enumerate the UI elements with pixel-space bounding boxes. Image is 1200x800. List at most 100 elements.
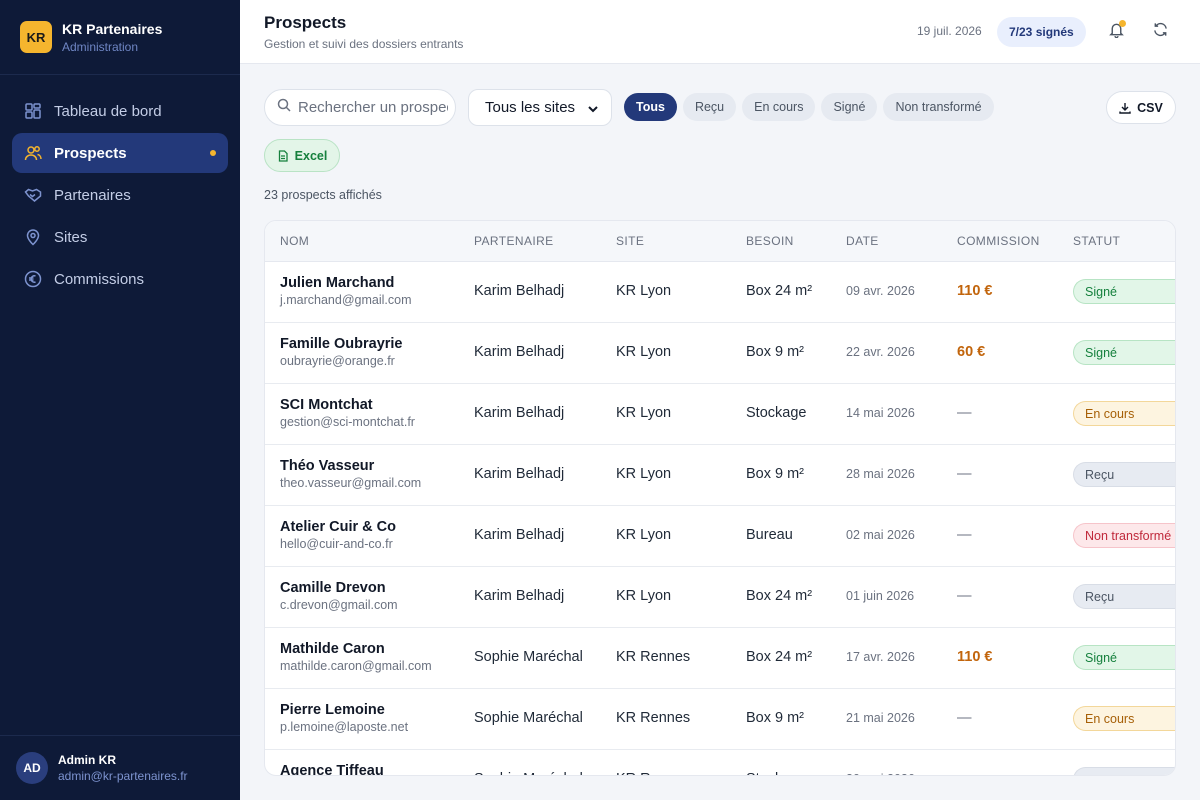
date-cell: 28 mai 2026 <box>846 467 915 481</box>
status-badge: Reçu <box>1073 462 1175 487</box>
table-row[interactable]: Agence Tiffeau Sophie Maréchal KR Rennes St… <box>265 750 1175 775</box>
commission-cell: — <box>957 466 972 482</box>
prospect-email: oubrayrie@orange.fr <box>280 354 395 368</box>
prospect-name: Julien Marchand <box>280 275 395 291</box>
table-row[interactable]: Théo Vasseur theo.vasseur@gmail.com Karim … <box>265 445 1175 506</box>
dashboard-icon <box>24 102 42 120</box>
search-input[interactable] <box>298 99 448 116</box>
refresh-icon <box>1152 21 1169 43</box>
partner-cell: Karim Belhadj <box>474 283 565 299</box>
handshake-icon <box>24 186 42 204</box>
partner-cell: Sophie Maréchal <box>474 649 583 665</box>
users-icon <box>24 144 42 162</box>
partner-cell: Sophie Maréchal <box>474 710 583 726</box>
user-name: Admin KR <box>58 753 116 767</box>
prospect-name: Théo Vasseur <box>280 458 375 474</box>
commission-cell: 60 € <box>957 344 986 360</box>
partner-cell: Karim Belhadj <box>474 405 565 421</box>
table-row[interactable]: Mathilde Caron mathilde.caron@gmail.com So… <box>265 628 1175 689</box>
partner-cell: Karim Belhadj <box>474 466 565 482</box>
filter-chip-non-transforme[interactable]: Non transformé <box>883 93 994 121</box>
notification-dot <box>1119 20 1126 27</box>
partner-cell: Sophie Maréchal <box>474 771 583 775</box>
table-row[interactable]: Atelier Cuir & Co hello@cuir-and-co.fr Kar… <box>265 506 1175 567</box>
date-cell: 14 mai 2026 <box>846 406 915 420</box>
export-excel-button[interactable]: Excel <box>264 139 340 172</box>
sidebar-item-partenaires[interactable]: Partenaires <box>12 175 228 215</box>
site-cell: KR Rennes <box>616 771 690 775</box>
header-date: 19 juil. 2026 <box>917 24 982 38</box>
prospect-name-cell: SCI Montchat gestion@sci-montchat.fr <box>280 397 415 429</box>
table-row[interactable]: Famille Oubrayrie oubrayrie@orange.fr Kari… <box>265 323 1175 384</box>
prospect-email: mathilde.caron@gmail.com <box>280 659 432 673</box>
table-body: Julien Marchand j.marchand@gmail.com Karim… <box>265 262 1175 775</box>
prospect-name-cell: Julien Marchand j.marchand@gmail.com <box>280 275 411 307</box>
table-row[interactable]: Julien Marchand j.marchand@gmail.com Karim… <box>265 262 1175 323</box>
prospect-email: c.drevon@gmail.com <box>280 598 398 612</box>
need-cell: Bureau <box>746 527 793 543</box>
column-header-statut[interactable]: STATUT <box>1073 234 1121 248</box>
prospect-email: hello@cuir-and-co.fr <box>280 537 393 551</box>
table-row[interactable]: Pierre Lemoine p.lemoine@laposte.net Sophi… <box>265 689 1175 750</box>
filter-chip-recu[interactable]: Reçu <box>682 93 737 121</box>
status-filter-group: Tous Reçu En cours Signé Non transformé <box>624 93 994 121</box>
column-header-date[interactable]: DATE <box>846 234 879 248</box>
prospect-name: Camille Drevon <box>280 580 386 596</box>
column-header-commission[interactable]: COMMISSION <box>957 234 1040 248</box>
export-csv-button[interactable]: CSV <box>1106 91 1176 124</box>
date-cell: 22 avr. 2026 <box>846 345 915 359</box>
brand-logo: KR <box>20 21 52 53</box>
column-header-besoin[interactable]: BESOIN <box>746 234 794 248</box>
filter-chip-tous[interactable]: Tous <box>624 93 677 121</box>
prospect-email: theo.vasseur@gmail.com <box>280 476 422 490</box>
brand-name: KR Partenaires <box>62 20 163 37</box>
refresh-button[interactable] <box>1148 20 1172 44</box>
table-row[interactable]: Camille Drevon c.drevon@gmail.com Karim Be… <box>265 567 1175 628</box>
user-profile[interactable]: AD Admin KR admin@kr-partenaires.fr <box>0 735 240 800</box>
status-badge: Signé <box>1073 279 1175 304</box>
prospect-name-cell: Camille Drevon c.drevon@gmail.com <box>280 580 398 612</box>
site-select-value: Tous les sites <box>485 99 576 116</box>
bell-icon <box>1108 21 1125 43</box>
column-header-site[interactable]: SITE <box>616 234 645 248</box>
column-header-partenaire[interactable]: PARTENAIRE <box>474 234 554 248</box>
brand: KR KR Partenaires Administration <box>0 0 240 75</box>
search-field[interactable] <box>264 89 456 126</box>
page-subtitle: Gestion et suivi des dossiers entrants <box>264 37 464 51</box>
notifications-button[interactable] <box>1104 20 1128 44</box>
prospect-email: gestion@sci-montchat.fr <box>280 415 415 429</box>
need-cell: Stockage <box>746 405 807 421</box>
sidebar: KR KR Partenaires Administration Tableau… <box>0 0 240 800</box>
sidebar-item-dashboard[interactable]: Tableau de bord <box>12 91 228 131</box>
commission-cell: — <box>957 710 972 726</box>
sidebar-item-commissions[interactable]: Commissions <box>12 259 228 299</box>
site-cell: KR Lyon <box>616 405 672 421</box>
site-select[interactable]: Tous les sites <box>468 89 612 126</box>
sidebar-item-label: Partenaires <box>54 186 131 204</box>
prospect-email: j.marchand@gmail.com <box>280 293 412 307</box>
results-count: 23 prospects affichés <box>264 188 382 202</box>
need-cell: Box 9 m² <box>746 344 805 360</box>
prospects-table: NOM PARTENAIRE SITE BESOIN DATE COMMISSI… <box>264 220 1176 776</box>
prospect-email: p.lemoine@laposte.net <box>280 720 409 734</box>
prospect-name-cell: Atelier Cuir & Co hello@cuir-and-co.fr <box>280 519 396 551</box>
column-header-nom[interactable]: NOM <box>280 234 310 248</box>
need-cell: Box 24 m² <box>746 283 813 299</box>
download-icon <box>1119 102 1131 114</box>
site-cell: KR Rennes <box>616 710 691 726</box>
prospect-name: Pierre Lemoine <box>280 702 385 718</box>
commission-cell: — <box>957 405 972 421</box>
sidebar-item-sites[interactable]: Sites <box>12 217 228 257</box>
table-row[interactable]: SCI Montchat gestion@sci-montchat.fr Karim… <box>265 384 1175 445</box>
prospect-name-cell: Mathilde Caron mathilde.caron@gmail.com <box>280 641 432 673</box>
prospect-name: Famille Oubrayrie <box>280 336 403 352</box>
site-cell: KR Lyon <box>616 344 672 360</box>
status-badge: En cours <box>1073 706 1175 731</box>
filter-chip-en-cours[interactable]: En cours <box>742 93 816 121</box>
site-cell: KR Lyon <box>616 283 672 299</box>
site-cell: KR Lyon <box>616 466 672 482</box>
sidebar-item-prospects[interactable]: Prospects <box>12 133 228 173</box>
date-cell: 17 avr. 2026 <box>846 650 915 664</box>
filter-chip-signe[interactable]: Signé <box>821 93 878 121</box>
csv-label: CSV <box>1137 100 1163 115</box>
